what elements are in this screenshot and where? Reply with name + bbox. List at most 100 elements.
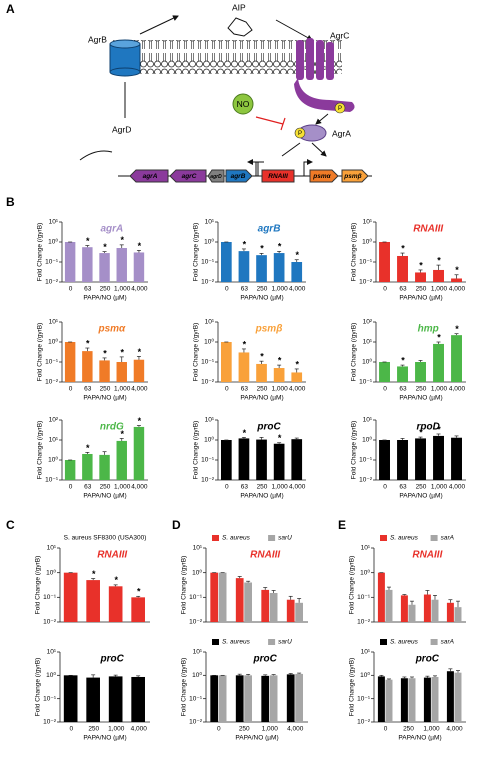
significance: * [243,239,247,249]
bar [131,676,145,722]
bar [244,675,252,722]
chart-title: proC [100,654,125,665]
bar [408,678,416,722]
x-axis-label: PAPA/NO (µM) [399,395,442,402]
label: AgrC [330,30,349,40]
x-tick-label: 1,000 [108,726,125,733]
gene-label: agrA [143,173,158,180]
bar [433,269,444,282]
legend-label: sarU [278,535,292,542]
significance: * [103,242,107,252]
panel-label: B [6,195,15,209]
x-axis-label: PAPA/NO (µM) [83,735,126,742]
x-tick-label: 0 [225,286,229,293]
bar [291,439,303,480]
bar [218,572,227,622]
bar [454,672,462,722]
bar [116,440,127,480]
chart-title: RNAIII [412,550,442,561]
chart-title: RNAIII [250,550,280,561]
bar [454,607,462,622]
y-tick-label: 10¹ [361,545,371,552]
bar [218,675,227,722]
panel-label: E [338,518,346,532]
agrb-protein [109,39,141,77]
y-tick-label: 10⁻² [45,379,59,386]
chart-title: rpoD [417,422,440,433]
y-axis-label: Fold Change (/gyrB) [351,421,358,480]
y-tick-label: 10⁻² [201,379,215,386]
y-tick-label: 10⁻¹ [201,359,215,366]
y-tick-label: 10¹ [47,545,57,552]
bar [269,592,278,622]
legend-swatch [380,639,387,645]
x-tick-label: 250 [257,386,268,393]
x-tick-label: 4,000 [131,286,148,293]
chart-title: agrB [258,224,281,235]
x-tick-label: 0 [217,726,221,733]
inhibition [255,116,286,131]
bar [210,572,219,622]
significance: * [138,347,142,357]
y-tick-label: 10¹ [205,417,215,424]
y-tick-label: 10⁰ [204,338,214,346]
x-tick-label: 0 [69,386,73,393]
aip [227,17,253,37]
y-tick-label: 10⁻² [189,719,203,726]
chart-title: agrA [100,224,123,235]
legend-label: S. aureus [222,535,251,542]
significance: * [295,250,299,260]
bar [64,342,76,382]
x-tick-label: 1,000 [431,286,448,293]
bar [235,675,244,722]
y-tick-label: 10⁻² [359,477,373,484]
label: P [298,131,302,137]
y-tick-label: 10⁰ [48,338,58,346]
y-tick-label: 10¹ [361,649,371,656]
bar [431,599,439,622]
x-tick-label: 4,000 [131,484,148,491]
bar [256,363,267,382]
significance: * [437,332,441,342]
x-axis-label: PAPA/NO (µM) [235,735,278,742]
legend-label: sarA [441,639,454,646]
significance: * [455,324,459,334]
y-tick-label: 10⁰ [204,238,214,246]
y-tick-label: 10⁻¹ [359,457,373,464]
bar [238,251,250,282]
bar [82,453,93,480]
bar [99,253,110,282]
significance: * [419,427,423,437]
panel-a: A AgrB AIP AgrC P AgrD NO P AgrA agrA ag… [6,2,372,183]
bar [385,589,393,622]
x-tick-label: 4,000 [449,484,466,491]
gene-label: psmα [312,173,331,180]
y-axis-label: Fold Change (/gyrB) [35,556,42,615]
legend-swatch [430,535,438,541]
y-tick-label: 10⁻¹ [357,695,371,702]
x-tick-label: 4,000 [287,726,304,733]
significance: * [260,352,264,362]
y-tick-label: 10¹ [49,437,59,444]
y-tick-label: 10⁻¹ [189,695,203,702]
bar [423,677,431,722]
bar [82,247,93,282]
legend-swatch [380,535,387,541]
x-tick-label: 0 [384,726,388,733]
x-tick-label: 63 [399,484,407,491]
bar [108,586,123,622]
bar [446,602,454,622]
significance: * [278,242,282,252]
bar [133,252,145,282]
bar [64,460,76,480]
x-tick-label: 63 [241,484,249,491]
x-tick-label: 1,000 [114,386,131,393]
legend-label: S. aureus [390,535,419,542]
significance: * [278,355,282,365]
bar [273,253,285,282]
bar [116,248,127,282]
bar [377,676,385,722]
significance: * [401,243,405,253]
significance: * [86,236,90,246]
bar [408,604,416,622]
